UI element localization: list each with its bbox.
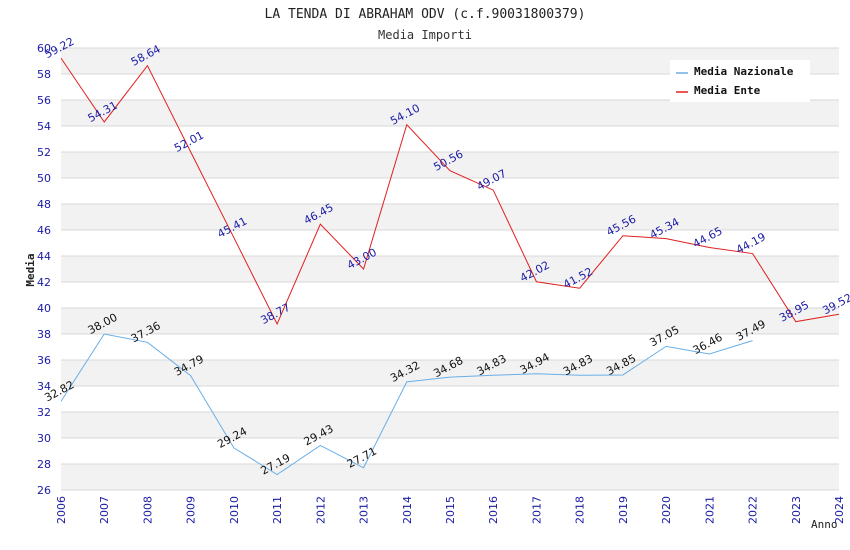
legend: Media Nazionale Media Ente <box>670 60 810 102</box>
chart-subtitle: Media Importi <box>378 28 472 42</box>
x-tick-label: 2013 <box>358 496 371 524</box>
series-lines <box>60 57 840 476</box>
x-tick-label: 2007 <box>98 496 111 524</box>
grid-band <box>61 412 839 438</box>
grid-band <box>61 386 839 412</box>
y-tick-label: 50 <box>37 172 51 185</box>
grid-band <box>61 438 839 464</box>
x-tick-label: 2023 <box>790 496 803 524</box>
grid-band <box>61 100 839 126</box>
series-line-0 <box>60 333 753 476</box>
legend-label-ente: Media Ente <box>694 84 761 97</box>
y-axis-label: Media <box>24 253 37 286</box>
x-tick-label: 2019 <box>617 496 630 524</box>
grid-band <box>61 204 839 230</box>
y-tick-label: 52 <box>37 146 51 159</box>
grid-band <box>61 230 839 256</box>
grid-band <box>61 334 839 360</box>
x-tick-label: 2014 <box>401 496 414 524</box>
x-tick-label: 2010 <box>228 496 241 524</box>
grid-band <box>61 282 839 308</box>
grid-band <box>61 308 839 334</box>
x-tick-label: 2012 <box>314 496 327 524</box>
grid-band <box>61 464 839 490</box>
grid-bands <box>61 48 839 490</box>
x-tick-label: 2015 <box>444 496 457 524</box>
x-tick-label: 2016 <box>487 496 500 524</box>
x-tick-label: 2008 <box>141 496 154 524</box>
y-tick-label: 36 <box>37 354 51 367</box>
x-axis-label: Anno <box>811 518 838 531</box>
y-tick-label: 26 <box>37 484 51 497</box>
legend-label-nazionale: Media Nazionale <box>694 65 794 78</box>
grid-band <box>61 256 839 282</box>
grid-band <box>61 126 839 152</box>
legend-background <box>670 60 810 102</box>
x-tick-label: 2018 <box>574 496 587 524</box>
y-tick-label: 34 <box>37 380 51 393</box>
x-tick-label: 2024 <box>833 496 846 524</box>
y-tick-label: 32 <box>37 406 51 419</box>
x-tick-labels: 2006 2007 2008 2009 2010 2011 2012 2013 2014 2015… <box>55 496 846 524</box>
grid-band <box>61 178 839 204</box>
x-tick-label: 2020 <box>660 496 673 524</box>
y-tick-labels: 26 28 30 32 34 36 38 40 42 44 46 48 50 52 54 56 58 60 <box>37 42 51 497</box>
y-tick-label: 60 <box>37 42 51 55</box>
x-tick-label: 2009 <box>185 496 198 524</box>
x-tick-label: 2021 <box>703 496 716 524</box>
y-tick-label: 54 <box>37 120 51 133</box>
x-tick-label: 2017 <box>530 496 543 524</box>
y-tick-label: 40 <box>37 302 51 315</box>
y-tick-label: 38 <box>37 328 51 341</box>
y-tick-label: 30 <box>37 432 51 445</box>
y-tick-label: 48 <box>37 198 51 211</box>
y-tick-label: 46 <box>37 224 51 237</box>
y-tick-label: 42 <box>37 276 51 289</box>
grid-band <box>61 360 839 386</box>
y-tick-label: 58 <box>37 68 51 81</box>
chart-title: LA TENDA DI ABRAHAM ODV (c.f.90031800379… <box>265 7 586 22</box>
x-tick-label: 2011 <box>271 496 284 524</box>
grid-band <box>61 152 839 178</box>
y-tick-label: 28 <box>37 458 51 471</box>
y-tick-label: 44 <box>37 250 51 263</box>
x-tick-label: 2006 <box>55 496 68 524</box>
y-tick-label: 56 <box>37 94 51 107</box>
x-tick-label: 2022 <box>747 496 760 524</box>
series-line-1 <box>60 57 840 326</box>
